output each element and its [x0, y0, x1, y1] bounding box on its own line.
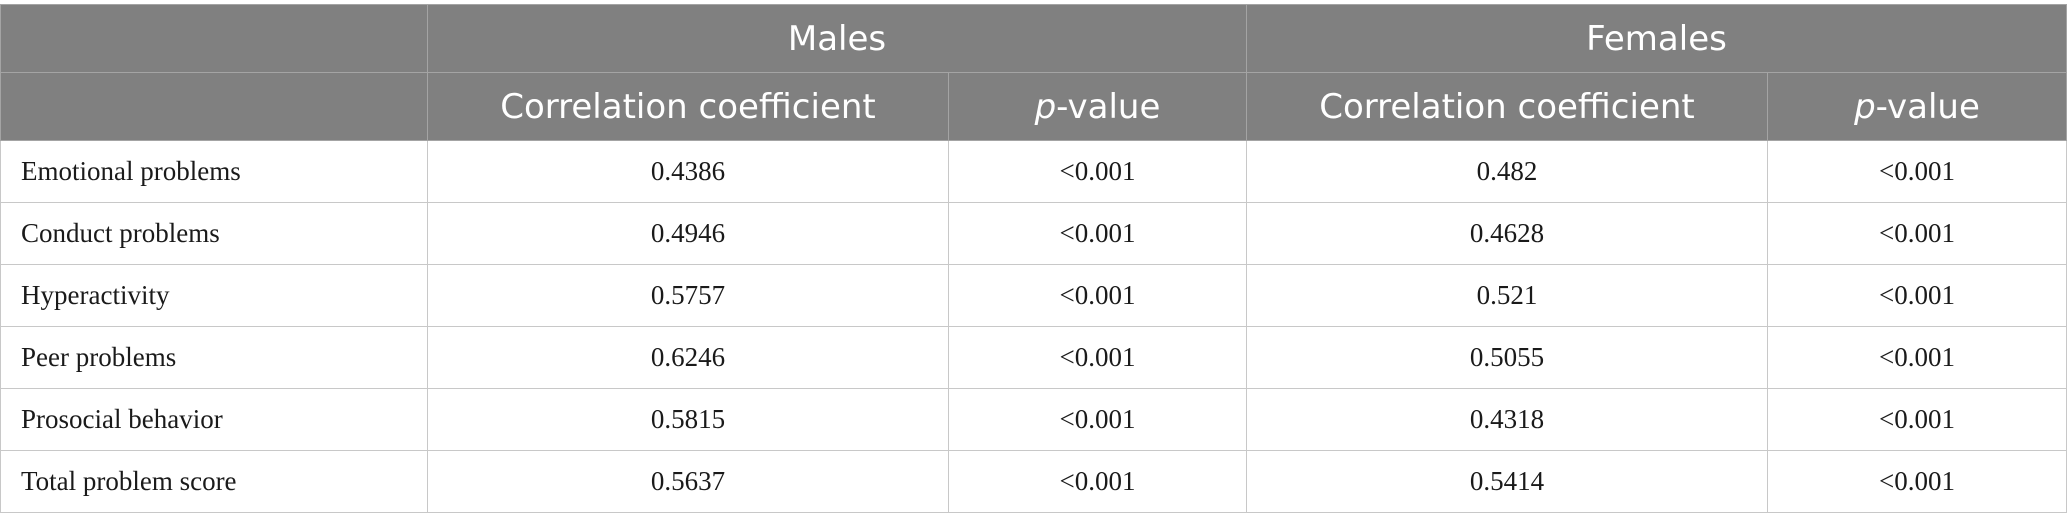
- table-row: Emotional problems 0.4386 <0.001 0.482 <…: [0, 140, 2067, 203]
- male-p-cell: <0.001: [948, 264, 1247, 327]
- empty-header-cell: [0, 4, 428, 73]
- females-p-header: p-value: [1767, 72, 2067, 141]
- male-coef-cell: 0.5637: [427, 450, 949, 513]
- empty-subheader-cell: [0, 72, 428, 141]
- row-label: Hyperactivity: [0, 264, 428, 327]
- table-row: Prosocial behavior 0.5815 <0.001 0.4318 …: [0, 388, 2067, 451]
- males-group-header: Males: [427, 4, 1247, 73]
- row-label: Total problem score: [0, 450, 428, 513]
- male-p-cell: <0.001: [948, 202, 1247, 265]
- female-coef-cell: 0.521: [1246, 264, 1768, 327]
- row-label: Emotional problems: [0, 140, 428, 203]
- females-coef-header: Correlation coefficient: [1246, 72, 1768, 141]
- female-p-cell: <0.001: [1767, 140, 2067, 203]
- male-coef-cell: 0.4946: [427, 202, 949, 265]
- row-label: Peer problems: [0, 326, 428, 389]
- female-coef-cell: 0.5055: [1246, 326, 1768, 389]
- male-p-cell: <0.001: [948, 450, 1247, 513]
- male-coef-cell: 0.5757: [427, 264, 949, 327]
- table-row: Total problem score 0.5637 <0.001 0.5414…: [0, 450, 2067, 513]
- male-p-cell: <0.001: [948, 388, 1247, 451]
- males-p-header: p-value: [948, 72, 1247, 141]
- row-label: Prosocial behavior: [0, 388, 428, 451]
- female-coef-cell: 0.4628: [1246, 202, 1768, 265]
- male-p-cell: <0.001: [948, 326, 1247, 389]
- female-coef-cell: 0.482: [1246, 140, 1768, 203]
- female-coef-cell: 0.5414: [1246, 450, 1768, 513]
- male-coef-cell: 0.5815: [427, 388, 949, 451]
- males-coef-header: Correlation coefficient: [427, 72, 949, 141]
- table-container: Males Females Correlation coefficient p-…: [0, 4, 2067, 513]
- male-coef-cell: 0.6246: [427, 326, 949, 389]
- female-coef-cell: 0.4318: [1246, 388, 1768, 451]
- table-row: Hyperactivity 0.5757 <0.001 0.521 <0.001: [0, 264, 2067, 327]
- correlation-table: Males Females Correlation coefficient p-…: [0, 4, 2067, 513]
- female-p-cell: <0.001: [1767, 450, 2067, 513]
- table-row: Peer problems 0.6246 <0.001 0.5055 <0.00…: [0, 326, 2067, 389]
- p-rest: -value: [1875, 86, 1980, 127]
- female-p-cell: <0.001: [1767, 326, 2067, 389]
- male-p-cell: <0.001: [948, 140, 1247, 203]
- p-italic: p: [1854, 86, 1876, 127]
- group-header-row: Males Females: [0, 4, 2067, 73]
- female-p-cell: <0.001: [1767, 388, 2067, 451]
- female-p-cell: <0.001: [1767, 202, 2067, 265]
- male-coef-cell: 0.4386: [427, 140, 949, 203]
- p-rest: -value: [1056, 86, 1161, 127]
- row-label: Conduct problems: [0, 202, 428, 265]
- females-group-header: Females: [1246, 4, 2067, 73]
- sub-header-row: Correlation coefficient p-value Correlat…: [0, 72, 2067, 141]
- p-italic: p: [1034, 86, 1057, 127]
- female-p-cell: <0.001: [1767, 264, 2067, 327]
- table-row: Conduct problems 0.4946 <0.001 0.4628 <0…: [0, 202, 2067, 265]
